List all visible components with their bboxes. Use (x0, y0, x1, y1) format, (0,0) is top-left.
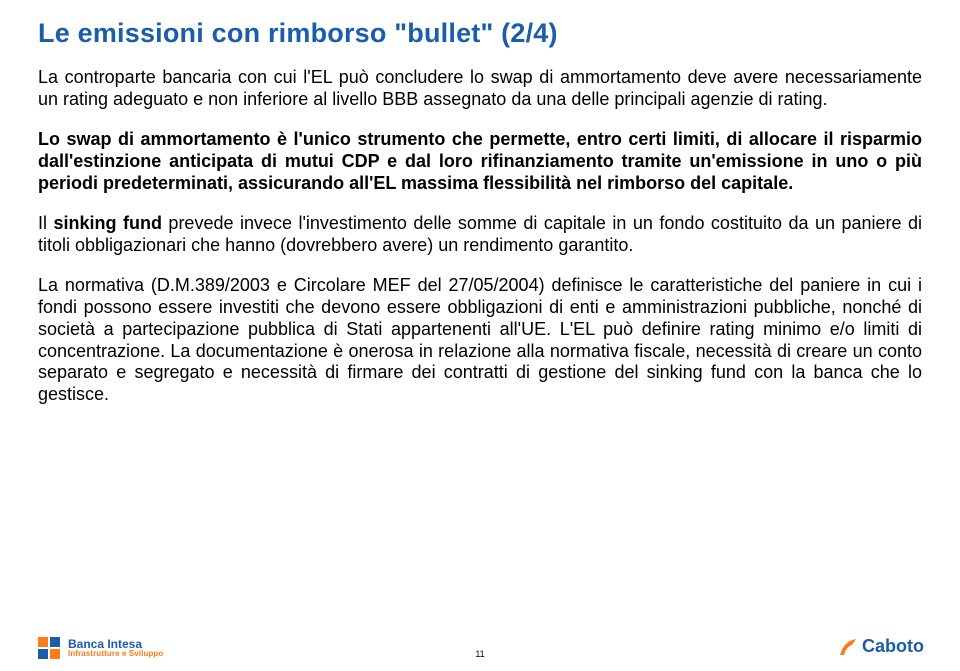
paragraph-4: La normativa (D.M.389/2003 e Circolare M… (38, 275, 922, 407)
page-number: 11 (475, 649, 484, 659)
p3-text-a: Il (38, 213, 53, 233)
caboto-icon (838, 637, 858, 657)
p3-text-b: prevede invece l'investimento delle somm… (38, 213, 922, 255)
logo-banca-intesa: Banca Intesa Infrastrutture e Sviluppo (36, 635, 163, 661)
paragraph-1: La controparte bancaria con cui l'EL può… (38, 67, 922, 111)
caboto-label: Caboto (862, 636, 924, 657)
p3-bold: sinking fund (53, 213, 161, 233)
page-title: Le emissioni con rimborso "bullet" (2/4) (38, 18, 922, 49)
footer: Banca Intesa Infrastrutture e Sviluppo 1… (0, 617, 960, 665)
intesa-text: Banca Intesa Infrastrutture e Sviluppo (68, 638, 163, 658)
intesa-bottom-label: Infrastrutture e Sviluppo (68, 650, 163, 658)
paragraph-2: Lo swap di ammortamento è l'unico strume… (38, 129, 922, 195)
intesa-icon (36, 635, 62, 661)
paragraph-3: Il sinking fund prevede invece l'investi… (38, 213, 922, 257)
logo-caboto: Caboto (838, 636, 924, 657)
